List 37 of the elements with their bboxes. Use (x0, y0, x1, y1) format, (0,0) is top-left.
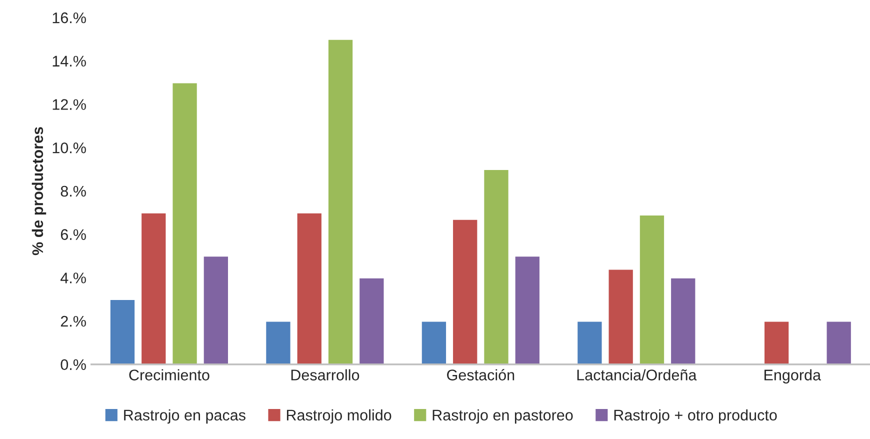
bar (109, 298, 136, 364)
legend-label: Rastrojo en pacas (124, 409, 246, 424)
bar (638, 214, 666, 364)
bar (514, 255, 541, 364)
bar (327, 38, 354, 364)
bar (576, 320, 604, 364)
y-tick-label: 14.% (52, 56, 86, 67)
bar (607, 268, 634, 364)
bar (140, 212, 168, 364)
y-tick-label: 8.% (60, 186, 86, 197)
bar (763, 320, 790, 364)
bar (482, 168, 510, 364)
legend-label: Rastrojo molido (286, 409, 392, 424)
y-tick-label: 4.% (60, 272, 86, 284)
y-tick-label: 16.% (52, 12, 86, 24)
y-tick-label: 0.% (60, 359, 86, 370)
x-tick-label: Engorda (764, 369, 822, 384)
x-tick-label: Crecimiento (129, 369, 210, 380)
y-axis-title: % de productores (32, 127, 46, 256)
bar (452, 218, 479, 364)
legend-label: Rastrojo + otro producto (614, 409, 777, 424)
bar (825, 320, 852, 364)
y-tick-label: 12.% (52, 99, 86, 110)
legend-label: Rastrojo en pastoreo (432, 409, 573, 424)
bar (296, 212, 323, 364)
bar (202, 255, 230, 364)
bar (264, 320, 292, 364)
y-tick-label: 10.% (52, 142, 86, 154)
bar (420, 320, 448, 364)
x-tick-label: Desarrollo (291, 369, 360, 380)
y-tick-label: 2.% (60, 316, 86, 327)
x-tick-label: Gestación (447, 369, 514, 380)
bar (670, 276, 697, 364)
y-tick-label: 6.% (60, 229, 86, 240)
bar (171, 82, 198, 364)
bar (358, 276, 386, 364)
x-tick-label: Lactancia/Ordeña (577, 369, 697, 380)
